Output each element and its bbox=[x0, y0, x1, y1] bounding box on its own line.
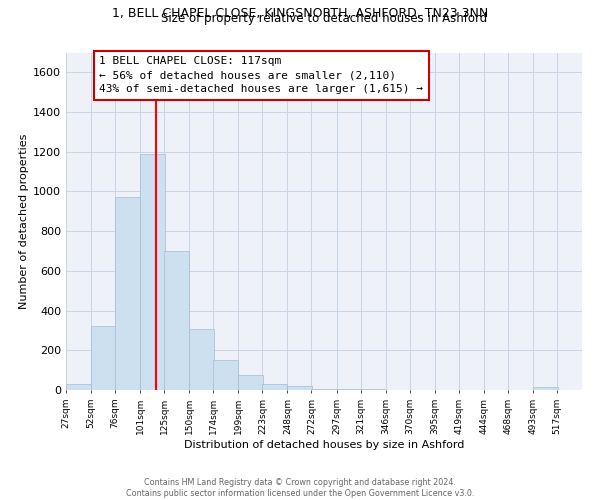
Bar bbox=[311, 389, 336, 390]
Y-axis label: Number of detached properties: Number of detached properties bbox=[19, 134, 29, 309]
Text: 1 BELL CHAPEL CLOSE: 117sqm
← 56% of detached houses are smaller (2,110)
43% of : 1 BELL CHAPEL CLOSE: 117sqm ← 56% of det… bbox=[99, 56, 423, 94]
Bar bbox=[213, 360, 238, 390]
Bar bbox=[337, 389, 361, 390]
Bar bbox=[287, 386, 312, 390]
Bar bbox=[533, 387, 557, 390]
Bar bbox=[115, 198, 140, 390]
Bar bbox=[140, 154, 165, 390]
Bar bbox=[66, 384, 91, 390]
Bar bbox=[91, 326, 116, 390]
Bar bbox=[189, 330, 214, 390]
Title: Size of property relative to detached houses in Ashford: Size of property relative to detached ho… bbox=[161, 12, 487, 25]
Text: 1, BELL CHAPEL CLOSE, KINGSNORTH, ASHFORD, TN23 3NN: 1, BELL CHAPEL CLOSE, KINGSNORTH, ASHFOR… bbox=[112, 8, 488, 20]
Text: Contains HM Land Registry data © Crown copyright and database right 2024.
Contai: Contains HM Land Registry data © Crown c… bbox=[126, 478, 474, 498]
Bar bbox=[164, 251, 189, 390]
Bar bbox=[238, 375, 263, 390]
Bar bbox=[262, 384, 287, 390]
X-axis label: Distribution of detached houses by size in Ashford: Distribution of detached houses by size … bbox=[184, 440, 464, 450]
